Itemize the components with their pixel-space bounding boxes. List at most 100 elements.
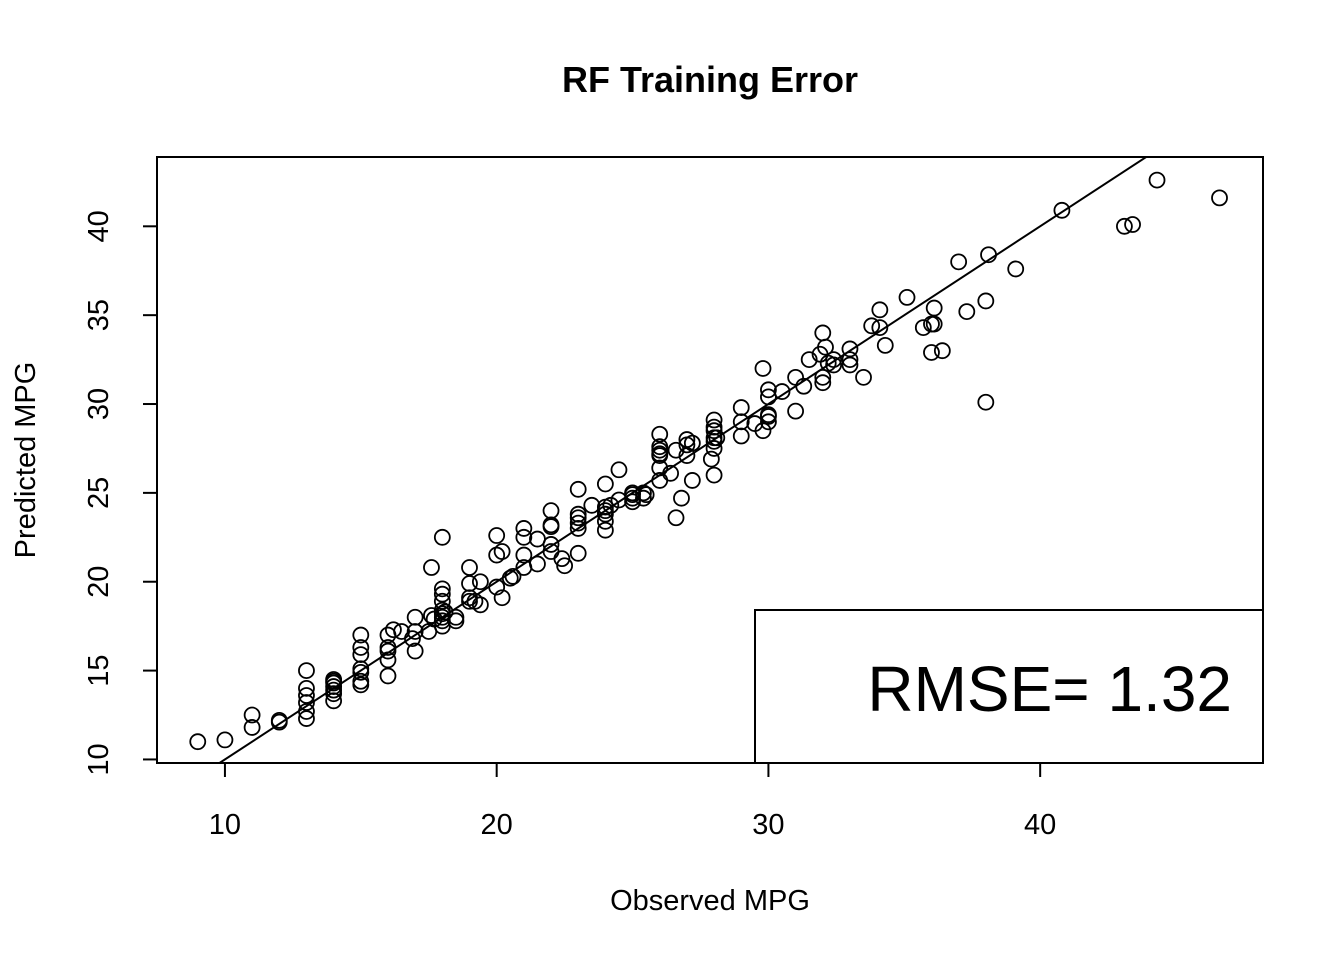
y-tick-label: 20: [83, 566, 115, 598]
x-tick-label: 40: [1024, 809, 1056, 841]
data-point: [814, 374, 832, 392]
data-point: [754, 422, 772, 440]
data-point: [569, 480, 587, 498]
data-point: [754, 360, 772, 377]
data-point: [488, 527, 506, 544]
data-point: [243, 706, 261, 724]
data-point: [325, 692, 343, 710]
data-point: [542, 536, 560, 553]
data-point: [461, 559, 478, 576]
data-point: [732, 399, 750, 416]
data-point: [855, 368, 872, 386]
data-point: [488, 546, 506, 564]
data-point: [825, 356, 843, 374]
data-point: [596, 505, 614, 523]
data-point: [610, 461, 628, 479]
data-point: [702, 450, 720, 468]
data-point: [529, 555, 546, 573]
data-point: [814, 324, 832, 342]
data-point: [515, 528, 533, 546]
data-point: [683, 434, 701, 452]
data-point: [461, 589, 478, 607]
data-point: [553, 550, 571, 568]
data-point: [406, 642, 424, 660]
data-point: [493, 589, 511, 607]
data-point: [667, 441, 685, 459]
data-point: [732, 427, 750, 445]
data-point: [800, 351, 818, 368]
data-point: [569, 509, 587, 527]
data-point: [404, 630, 421, 648]
data-point: [406, 623, 424, 640]
y-axis: 10 15 20 25 30 35 40: [83, 210, 158, 776]
data-point: [298, 710, 315, 727]
data-point: [635, 484, 652, 502]
data-point: [898, 288, 916, 306]
data-point: [556, 557, 574, 575]
data-point: [423, 559, 440, 576]
x-tick-label: 30: [752, 809, 784, 841]
data-point: [216, 731, 234, 749]
data-point: [705, 466, 723, 484]
data-point: [542, 518, 560, 536]
data-point: [596, 521, 614, 539]
identity-line: [218, 156, 1147, 764]
data-point: [352, 676, 370, 694]
data-point: [379, 642, 397, 660]
data-point: [925, 315, 943, 333]
data-point: [1124, 216, 1141, 233]
data-point: [787, 402, 804, 420]
data-point: [1007, 260, 1025, 278]
data-point: [352, 626, 370, 644]
data-point: [298, 703, 315, 720]
y-tick-label: 35: [83, 299, 115, 331]
data-point: [488, 578, 506, 596]
data-points: [189, 171, 1228, 751]
data-point: [933, 342, 951, 360]
data-point: [705, 432, 723, 450]
data-point: [596, 512, 614, 530]
data-point: [651, 459, 669, 477]
data-point: [1116, 217, 1133, 235]
data-point: [436, 603, 454, 621]
data-point: [651, 425, 669, 443]
data-point: [705, 422, 723, 440]
legend-frame: [754, 609, 1264, 764]
data-point: [379, 667, 397, 685]
data-point: [841, 340, 859, 358]
data-point: [406, 608, 424, 626]
data-point: [515, 520, 533, 537]
data-point: [662, 464, 679, 482]
data-point: [624, 493, 641, 511]
data-point: [773, 383, 791, 400]
data-point: [876, 336, 894, 354]
data-point: [705, 411, 723, 429]
data-point: [569, 520, 587, 537]
data-point: [569, 514, 587, 532]
data-point: [471, 573, 489, 591]
data-point: [760, 413, 777, 431]
data-point: [871, 301, 889, 319]
data-point: [569, 505, 587, 523]
data-point: [1211, 189, 1228, 207]
data-point: [515, 546, 533, 564]
data-point: [760, 408, 777, 425]
data-point: [667, 509, 685, 527]
data-point: [569, 544, 587, 562]
chart-title: RF Training Error: [562, 59, 858, 100]
data-point: [1148, 171, 1166, 189]
data-point: [1053, 201, 1071, 219]
data-point: [705, 440, 723, 457]
data-point: [352, 663, 370, 681]
data-point: [925, 299, 943, 317]
data-point: [977, 393, 995, 411]
data-point: [914, 319, 932, 337]
data-point: [298, 662, 315, 679]
y-axis-label: Predicted MPG: [10, 362, 42, 559]
data-point: [814, 368, 832, 386]
legend-text: RMSE= 1.32: [867, 653, 1232, 725]
data-point: [787, 368, 804, 386]
data-point: [602, 496, 620, 514]
data-point: [243, 719, 261, 736]
